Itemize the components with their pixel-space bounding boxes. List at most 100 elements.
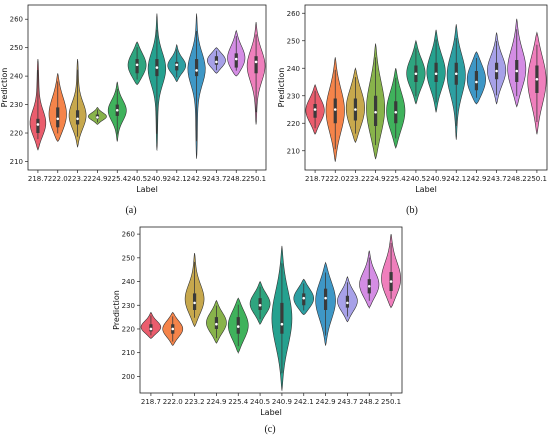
y-tick-label: 250 <box>287 37 300 45</box>
violin-median-point <box>389 280 393 283</box>
violin-iqr-box <box>280 302 284 334</box>
x-tick-label: 242.9 <box>466 175 486 183</box>
panel-label: (b) <box>406 205 418 216</box>
panel-label: (a) <box>125 205 136 216</box>
violin-median-point <box>56 117 60 121</box>
violin-iqr-box <box>373 95 378 126</box>
violin-median-point <box>36 123 40 126</box>
violin-iqr-box <box>36 118 40 134</box>
violin-median-point <box>354 108 357 111</box>
violin-iqr-box <box>175 61 179 71</box>
violin-median-point <box>324 296 327 300</box>
violin-median-point <box>333 108 337 111</box>
y-tick-label: 240 <box>10 73 23 81</box>
y-tick-label: 220 <box>122 325 135 333</box>
x-tick-label: 218.7 <box>141 398 161 406</box>
x-axis-ticks: 218.7 222.0 223.2 224.9 225.4 240.5 240.9 242.1… <box>141 393 401 406</box>
x-tick-label: 223.2 <box>345 175 365 183</box>
violin-median-point <box>215 60 218 64</box>
x-tick-label: 240.9 <box>272 398 292 406</box>
violin-iqr-box <box>234 53 238 68</box>
x-tick-label: 250.1 <box>527 175 547 183</box>
violin-iqr-box <box>313 104 317 118</box>
x-tick-label: 240.5 <box>127 175 147 183</box>
plot-frame <box>139 226 403 394</box>
violin-median-point <box>475 80 478 84</box>
y-axis-title: Prediction <box>0 68 9 108</box>
x-tick-label: 224.9 <box>366 175 386 183</box>
x-axis-ticks: 218.7 222.0 223.2 224.9 225.4 240.5 240.9 242.1… <box>305 170 547 183</box>
y-tick-label: 230 <box>287 92 300 100</box>
x-tick-label: 242.1 <box>294 398 314 406</box>
x-tick-label: 243.7 <box>206 175 226 183</box>
violin-median-point <box>115 108 119 112</box>
violin-iqr-box <box>194 59 199 77</box>
violin-median-point <box>149 327 153 331</box>
violin-median-point <box>495 69 498 73</box>
x-axis-title: Label <box>136 185 158 194</box>
y-axis-ticks: 210 220 230 240 250 260 <box>287 10 305 155</box>
violin-iqr-box <box>254 56 258 74</box>
x-tick-label: 225.4 <box>107 175 128 183</box>
x-tick-label: 250.1 <box>246 175 266 183</box>
violin-median-point <box>135 63 139 67</box>
x-tick-label: 225.4 <box>386 175 407 183</box>
violin-iqr-box <box>434 62 438 82</box>
violin-median-point <box>155 66 159 69</box>
violin-median-point <box>313 108 317 111</box>
violin-median-point <box>280 322 284 326</box>
y-tick-label: 250 <box>10 44 23 52</box>
x-tick-label: 240.5 <box>250 398 270 406</box>
violin-median-point <box>254 60 258 64</box>
y-axis-ticks: 210 220 230 240 250 260 <box>10 16 28 166</box>
violin-median-point <box>434 72 438 76</box>
violin-iqr-box <box>474 71 479 91</box>
x-tick-label: 222.0 <box>163 398 183 406</box>
plot-frame <box>27 4 267 171</box>
y-tick-label: 210 <box>10 158 23 166</box>
x-axis-title: Label <box>415 185 437 194</box>
violin-median-point <box>215 322 218 326</box>
y-axis-title: Prediction <box>277 68 286 108</box>
y-tick-label: 220 <box>287 120 300 128</box>
y-tick-label: 230 <box>10 101 23 109</box>
violin-iqr-box <box>75 110 80 125</box>
x-tick-label: 242.1 <box>446 175 466 183</box>
x-tick-label: 248.2 <box>359 398 379 406</box>
y-tick-label: 260 <box>10 16 23 24</box>
x-tick-label: 222.0 <box>48 175 68 183</box>
x-tick-label: 224.9 <box>206 398 226 406</box>
violin-median-point <box>236 325 240 328</box>
x-axis-ticks: 218.7 222.0 223.2 224.9 225.4 240.5 240.9 242.1… <box>28 170 266 183</box>
violin-chart-a: 210 220 230 240 250 260 218.7 222.0 223.2 224.9 2… <box>0 4 267 216</box>
violin-iqr-box <box>56 107 60 128</box>
violin-median-point <box>367 284 371 288</box>
x-tick-label: 243.7 <box>337 398 357 406</box>
violin-median-point <box>193 301 196 305</box>
y-tick-label: 240 <box>287 65 300 73</box>
x-tick-label: 240.5 <box>406 175 426 183</box>
y-tick-label: 220 <box>10 130 23 138</box>
violin-median-point <box>96 116 99 119</box>
x-tick-label: 242.1 <box>167 175 187 183</box>
x-tick-label: 248.2 <box>226 175 246 183</box>
y-axis-ticks: 200 210 220 230 240 250 260 <box>122 231 140 381</box>
y-tick-label: 210 <box>287 147 300 155</box>
violin-median-point <box>346 301 349 305</box>
x-tick-label: 218.7 <box>28 175 48 183</box>
violin-group <box>29 13 266 159</box>
x-tick-label: 223.2 <box>68 175 88 183</box>
violin-median-point <box>175 63 179 67</box>
violin-median-point <box>171 327 175 331</box>
y-tick-label: 250 <box>122 254 135 262</box>
violin-median-point <box>234 57 238 61</box>
violin-group <box>140 234 402 392</box>
violin-median-point <box>258 303 262 307</box>
violin-group <box>305 18 547 162</box>
x-tick-label: 240.9 <box>147 175 167 183</box>
y-tick-label: 210 <box>122 349 135 357</box>
y-tick-label: 260 <box>122 231 135 239</box>
violin-median-point <box>535 77 539 81</box>
